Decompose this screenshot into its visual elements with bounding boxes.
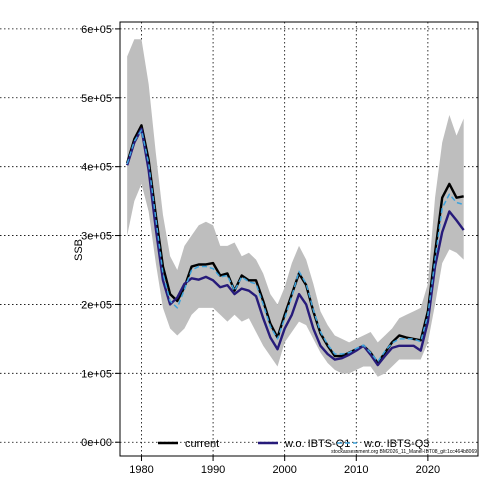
footnote: stockassessment.org BM2026_11_Manel-IBT0… — [331, 449, 477, 455]
grid-lines — [0, 22, 478, 456]
legend: current w.o. IBTS-Q1 w.o. IBTS-Q3 — [158, 438, 429, 450]
plot-frame — [119, 21, 479, 457]
y-tick-label: 2e+05 — [81, 299, 112, 311]
y-tick-label: 4e+05 — [81, 162, 112, 174]
legend-label: w.o. IBTS-Q3 — [363, 438, 429, 450]
y-tick-label: 6e+05 — [81, 24, 112, 36]
confidence-band — [127, 39, 464, 377]
legend-label: current — [185, 438, 219, 450]
x-tick-label: 1980 — [129, 464, 153, 476]
x-tick-label: 2020 — [416, 464, 440, 476]
series-line-w-o-ibts-q3 — [126, 129, 464, 363]
y-axis-label: SSB — [73, 239, 85, 261]
series-line-w-o-ibts-q1 — [126, 127, 465, 367]
legend-label: w.o. IBTS-Q1 — [284, 438, 350, 450]
y-tick-label: 1e+05 — [81, 368, 112, 380]
series-lines — [126, 124, 465, 367]
x-axis: 1980 1990 2000 2010 2020 — [129, 455, 440, 476]
x-tick-label: 1990 — [201, 464, 225, 476]
y-axis: 0e+00 1e+05 2e+05 3e+05 4e+05 5e+05 6e+05 — [81, 24, 120, 449]
x-tick-label: 2010 — [344, 464, 368, 476]
y-tick-label: 3e+05 — [81, 231, 112, 243]
x-tick-label: 2000 — [272, 464, 296, 476]
y-tick-label: 5e+05 — [81, 93, 112, 105]
y-tick-label: 0e+00 — [81, 437, 112, 449]
